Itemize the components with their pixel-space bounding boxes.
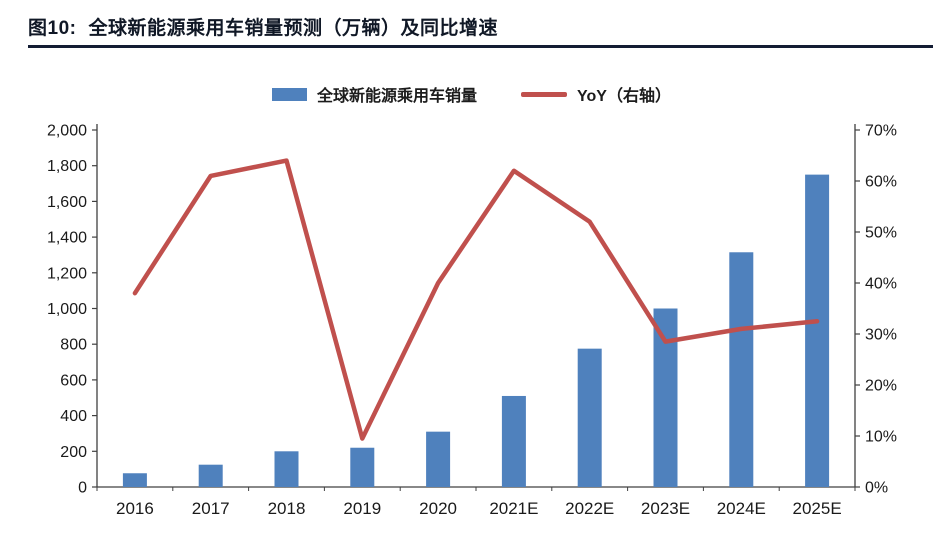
right-axis-tick-label: 70% [865, 123, 897, 140]
sales-bar-2023E [653, 308, 678, 487]
x-axis-category-label: 2016 [116, 499, 154, 518]
left-axis-tick-label: 200 [60, 444, 87, 461]
sales-bar-2024E [729, 252, 754, 487]
left-axis-tick-label: 400 [60, 408, 87, 425]
combo-chart: 0 200 400 600 800 1,000 1,200 1,400 1,600 1,800 2,… [0, 112, 943, 542]
sales-bar-2025E [805, 174, 830, 487]
left-axis-tick-label: 800 [60, 337, 87, 354]
legend-item-yoy: YoY（右轴） [521, 82, 671, 106]
right-axis-tick-label: 30% [865, 327, 897, 344]
sales-bar-2019 [350, 447, 375, 487]
left-axis-tick-label: 1,600 [47, 194, 87, 211]
x-axis-category-label: 2021E [489, 499, 538, 518]
sales-bar-2022E [577, 348, 602, 487]
sales-bar-2017 [198, 464, 223, 487]
chart-legend: 全球新能源乘用车销量 YoY（右轴） [0, 82, 943, 106]
x-axis-category-label: 2018 [268, 499, 306, 518]
right-axis-tick-label: 40% [865, 276, 897, 293]
legend-item-sales: 全球新能源乘用车销量 [272, 82, 477, 106]
header-divider [28, 45, 933, 48]
figure-header: 图10: 全球新能源乘用车销量预测（万辆）及同比增速 [28, 13, 915, 40]
right-axis-tick-label: 20% [865, 378, 897, 395]
left-axis-tick-label: 0 [78, 480, 87, 497]
left-axis-tick-label: 600 [60, 372, 87, 389]
left-axis-tick-label: 2,000 [47, 123, 87, 140]
line-swatch-icon [521, 91, 568, 97]
right-axis-tick-label: 0% [865, 480, 888, 497]
sales-bar-2021E [501, 395, 526, 487]
x-axis-category-label: 2019 [343, 499, 381, 518]
right-axis-tick-label: 10% [865, 429, 897, 446]
left-axis-tick-label: 1,800 [47, 158, 87, 175]
chart-canvas: 0 200 400 600 800 1,000 1,200 1,400 1,600 1,800 2,… [47, 123, 897, 519]
left-axis-tick-label: 1,400 [47, 230, 87, 247]
sales-bar-2016 [122, 473, 147, 487]
x-axis-category-label: 2022E [565, 499, 614, 518]
right-axis-tick-label: 50% [865, 225, 897, 242]
sales-bar-2018 [274, 451, 299, 487]
yoy-line [132, 158, 820, 441]
figure-number: 图10: [28, 18, 77, 39]
left-axis-tick-label: 1,200 [47, 265, 87, 282]
x-axis-category-label: 2020 [419, 499, 457, 518]
x-axis-category-label: 2024E [717, 499, 766, 518]
right-axis-tick-label: 60% [865, 174, 897, 191]
left-axis-tick-label: 1,000 [47, 301, 87, 318]
sales-bar-2020 [426, 431, 451, 487]
x-axis-category-label: 2017 [192, 499, 230, 518]
bar-swatch-icon [272, 87, 308, 101]
legend-label-yoy: YoY（右轴） [577, 88, 671, 105]
x-axis-category-label: 2023E [641, 499, 690, 518]
x-axis-category-label: 2025E [793, 499, 842, 518]
figure-title: 全球新能源乘用车销量预测（万辆）及同比增速 [88, 18, 498, 39]
legend-label-sales: 全球新能源乘用车销量 [317, 88, 478, 105]
